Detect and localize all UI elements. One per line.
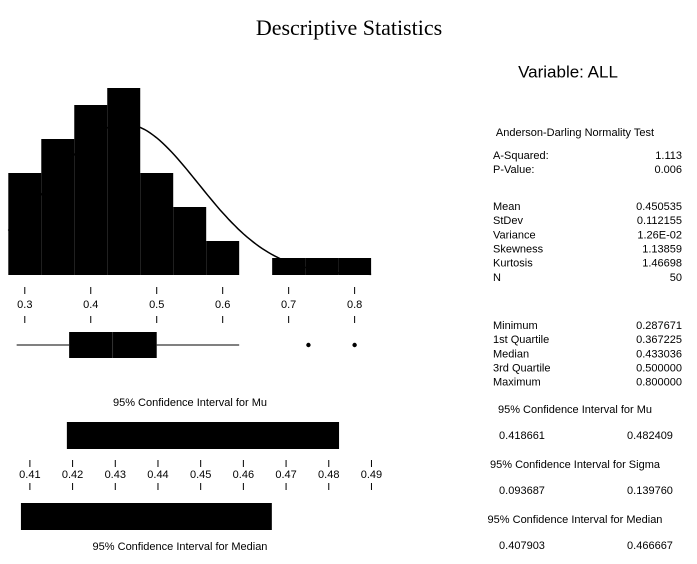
stat-value: 0.500000 bbox=[636, 363, 682, 375]
x-tick-label: 0.5 bbox=[149, 299, 164, 311]
interval-value: 0.482409 bbox=[627, 430, 673, 442]
stat-value: 1.113 bbox=[655, 150, 682, 162]
stat-name: A-Squared: bbox=[493, 150, 549, 162]
stat-name: Mean bbox=[493, 201, 521, 213]
x-tick-label: 0.48 bbox=[318, 469, 339, 481]
x-tick-label: 0.4 bbox=[83, 299, 98, 311]
x-tick-label: 0.3 bbox=[17, 299, 32, 311]
interval-bar bbox=[66, 422, 340, 449]
stat-name: StDev bbox=[493, 215, 523, 227]
stat-value: 0.367225 bbox=[636, 334, 682, 346]
interval-title: 95% Confidence Interval for Mu bbox=[113, 397, 267, 409]
stat-name: Skewness bbox=[493, 244, 544, 256]
interval-value: 0.418661 bbox=[499, 430, 545, 442]
interval-title: 95% Confidence Interval for Median bbox=[93, 541, 268, 553]
stat-value: 1.46698 bbox=[642, 258, 682, 270]
histogram-bar bbox=[74, 105, 108, 275]
stat-name: Median bbox=[493, 348, 529, 360]
stat-value: 1.13859 bbox=[642, 244, 682, 256]
stat-value: 50 bbox=[670, 272, 682, 284]
histogram-bar bbox=[272, 258, 306, 275]
x-tick-label: 0.42 bbox=[62, 469, 83, 481]
interval-value: 0.093687 bbox=[499, 485, 545, 497]
histogram-bar bbox=[140, 173, 174, 275]
x-tick-label: 0.47 bbox=[275, 469, 296, 481]
interval-value: 0.407903 bbox=[499, 540, 545, 552]
histogram-bar bbox=[305, 258, 339, 275]
page-title: Descriptive Statistics bbox=[256, 15, 442, 40]
stat-name: Variance bbox=[493, 229, 536, 241]
stat-value: 0.006 bbox=[654, 164, 682, 176]
outlier bbox=[352, 342, 357, 348]
histogram-bar bbox=[41, 139, 75, 275]
interval-title: 95% Confidence Interval for Sigma bbox=[490, 459, 661, 471]
histogram-bar bbox=[107, 88, 141, 275]
x-tick-label: 0.43 bbox=[105, 469, 126, 481]
test-title: Anderson-Darling Normality Test bbox=[496, 127, 654, 139]
x-tick-label: 0.8 bbox=[347, 299, 362, 311]
stat-name: Minimum bbox=[493, 320, 538, 332]
interval-value: 0.139760 bbox=[627, 485, 673, 497]
x-tick-label: 0.46 bbox=[233, 469, 254, 481]
x-tick-label: 0.41 bbox=[19, 469, 40, 481]
interval-title: 95% Confidence Interval for Median bbox=[488, 514, 663, 526]
stat-value: 0.450535 bbox=[636, 201, 682, 213]
interval-value: 0.466667 bbox=[627, 540, 673, 552]
stat-name: Maximum bbox=[493, 377, 541, 389]
x-tick-label: 0.6 bbox=[215, 299, 230, 311]
stat-name: 3rd Quartile bbox=[493, 363, 550, 375]
outlier bbox=[306, 342, 311, 348]
histogram-bar bbox=[338, 258, 372, 275]
histogram-bar bbox=[206, 241, 240, 275]
stat-value: 0.112155 bbox=[637, 215, 682, 227]
interval-bar bbox=[20, 503, 272, 530]
interval-title: 95% Confidence Interval for Mu bbox=[498, 404, 652, 416]
x-tick-label: 0.7 bbox=[281, 299, 296, 311]
x-tick-label: 0.44 bbox=[147, 469, 168, 481]
stat-value: 0.433036 bbox=[636, 348, 682, 360]
stat-value: 1.26E-02 bbox=[637, 229, 682, 241]
histogram-bar bbox=[8, 173, 42, 275]
x-tick-label: 0.49 bbox=[361, 469, 382, 481]
stat-name: Kurtosis bbox=[493, 258, 533, 270]
variable-label: Variable: ALL bbox=[518, 62, 618, 81]
stat-value: 0.800000 bbox=[636, 377, 682, 389]
histogram-bar bbox=[173, 207, 207, 275]
stat-value: 0.287671 bbox=[636, 320, 682, 332]
stat-name: 1st Quartile bbox=[493, 334, 549, 346]
x-tick-label: 0.45 bbox=[190, 469, 211, 481]
stat-name: N bbox=[493, 272, 501, 284]
stat-name: P-Value: bbox=[493, 164, 534, 176]
